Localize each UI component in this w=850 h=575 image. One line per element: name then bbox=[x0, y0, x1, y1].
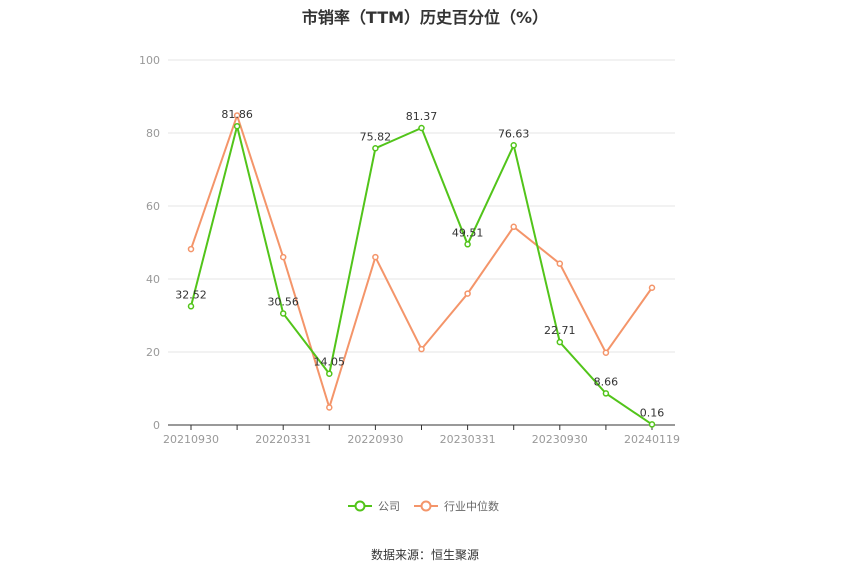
y-tick-label: 100 bbox=[139, 54, 160, 67]
data-label: 81.86 bbox=[221, 108, 253, 121]
data-point bbox=[372, 253, 379, 261]
data-label: 81.37 bbox=[406, 110, 438, 123]
x-tick-label: 20210930 bbox=[163, 433, 219, 446]
data-point bbox=[556, 260, 564, 267]
data-label: 30.56 bbox=[267, 295, 299, 308]
y-tick-label: 40 bbox=[146, 273, 160, 286]
data-label: 22.71 bbox=[544, 324, 576, 337]
data-point bbox=[648, 421, 656, 428]
data-point bbox=[602, 349, 610, 356]
y-tick-label: 60 bbox=[146, 200, 160, 213]
data-label: 76.63 bbox=[498, 127, 530, 140]
x-tick-label: 20220331 bbox=[255, 433, 311, 446]
data-point bbox=[187, 245, 195, 253]
x-tick-label: 20240119 bbox=[624, 433, 680, 446]
data-label: 0.16 bbox=[640, 406, 665, 419]
data-point bbox=[648, 284, 656, 292]
legend-label: 行业中位数 bbox=[444, 499, 499, 513]
data-source: 数据来源：恒生聚源 bbox=[370, 548, 479, 562]
data-label: 75.82 bbox=[360, 130, 392, 143]
data-point bbox=[510, 142, 517, 149]
data-point bbox=[418, 124, 425, 132]
chart-title: 市销率（TTM）历史百分位（%） bbox=[301, 8, 549, 27]
x-tick-label: 20220930 bbox=[347, 433, 403, 446]
x-tick-label: 20230930 bbox=[532, 433, 588, 446]
data-point bbox=[372, 145, 379, 152]
legend-swatch-marker bbox=[354, 500, 366, 512]
data-point bbox=[418, 345, 425, 353]
y-tick-label: 80 bbox=[146, 127, 160, 140]
data-point bbox=[556, 338, 564, 346]
data-point bbox=[233, 112, 241, 119]
series-line bbox=[190, 125, 653, 426]
data-point bbox=[464, 241, 471, 248]
data-point bbox=[464, 290, 471, 297]
data-label: 32.52 bbox=[175, 288, 207, 301]
x-axis: 20210930 20220331 20220930 20230331 20230930… bbox=[163, 425, 680, 446]
data-point bbox=[510, 223, 517, 231]
data-point bbox=[187, 303, 195, 310]
data-label: 8.66 bbox=[594, 375, 619, 388]
series-line bbox=[190, 112, 653, 411]
data-point bbox=[279, 253, 287, 261]
data-label: 14.05 bbox=[314, 356, 346, 369]
series-group bbox=[187, 112, 656, 428]
data-point bbox=[233, 122, 241, 130]
legend-swatch-marker bbox=[420, 500, 432, 512]
data-point bbox=[602, 390, 610, 397]
legend: 公司 行业中位数 bbox=[348, 499, 499, 513]
y-axis: 0 20 40 60 80 100 bbox=[139, 54, 160, 432]
data-point bbox=[326, 404, 333, 411]
data-labels: 32.52 81.86 30.56 14.05 75.82 81.37 49.51 76.63… bbox=[175, 108, 664, 419]
y-tick-label: 20 bbox=[146, 346, 160, 359]
x-tick-label: 20230331 bbox=[440, 433, 496, 446]
legend-label: 公司 bbox=[378, 500, 400, 513]
data-point bbox=[279, 310, 287, 317]
data-point bbox=[326, 370, 333, 377]
data-label: 49.51 bbox=[452, 226, 484, 239]
y-tick-label: 0 bbox=[153, 419, 160, 432]
